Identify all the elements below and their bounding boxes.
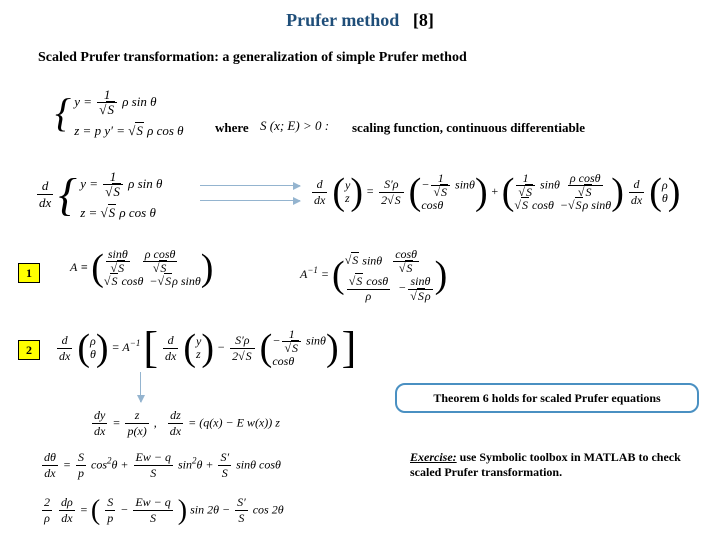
theorem-box: Theorem 6 holds for scaled Prufer equati…	[395, 383, 699, 413]
ddx-block: ddx { y = 1S ρ sin θ z = S ρ cos θ	[35, 170, 162, 220]
vertical-arrow	[140, 372, 141, 402]
definition-equations: { y = 1S ρ sin θ z = p y′ = S ρ cos θ	[55, 88, 184, 138]
exercise-label: Exercise:	[410, 450, 457, 464]
title-ref: [8]	[413, 10, 434, 30]
dtheta-eq: dθdx = Sp cos2θ + Ew − qS sin2θ + S′S si…	[40, 450, 281, 481]
step-2-box: 2	[18, 340, 40, 360]
matrix-A-inverse: A−1 = ( S sinθ cosθS S cosθρ −sinθSρ )	[300, 248, 447, 303]
arrow-2	[200, 200, 300, 201]
chain-rule-eq: ddx (ρθ) = A−1 [ ddx (yz) − S′ρ2S (−1S s…	[55, 328, 356, 369]
derivative-expansion: ddx (yz) = S′ρ2S (−1S sinθcosθ) + ( 1S s…	[310, 172, 680, 213]
scaling-text: scaling function, continuous differentia…	[352, 120, 585, 136]
matrix-A: A ≡ ( sinθS ρ cosθS S cosθ −Sρ sinθ )	[70, 248, 213, 289]
scaling-condition: S (x; E) > 0 :	[260, 118, 329, 134]
dy-dz-system: dydx = zp(x) , dzdx = (q(x) − E w(x)) z	[90, 408, 280, 439]
subtitle: Scaled Prufer transformation: a generali…	[38, 50, 467, 66]
where-label: where	[215, 120, 249, 136]
slide-title: Prufer method [8]	[0, 10, 720, 31]
arrow-1	[200, 185, 300, 186]
title-main: Prufer method	[286, 10, 399, 30]
drho-eq: 2ρ dρdx = ( Sp − Ew − qS ) sin 2θ − S′S …	[40, 495, 284, 526]
step-1-box: 1	[18, 263, 40, 283]
exercise: Exercise: use Symbolic toolbox in MATLAB…	[410, 450, 700, 480]
